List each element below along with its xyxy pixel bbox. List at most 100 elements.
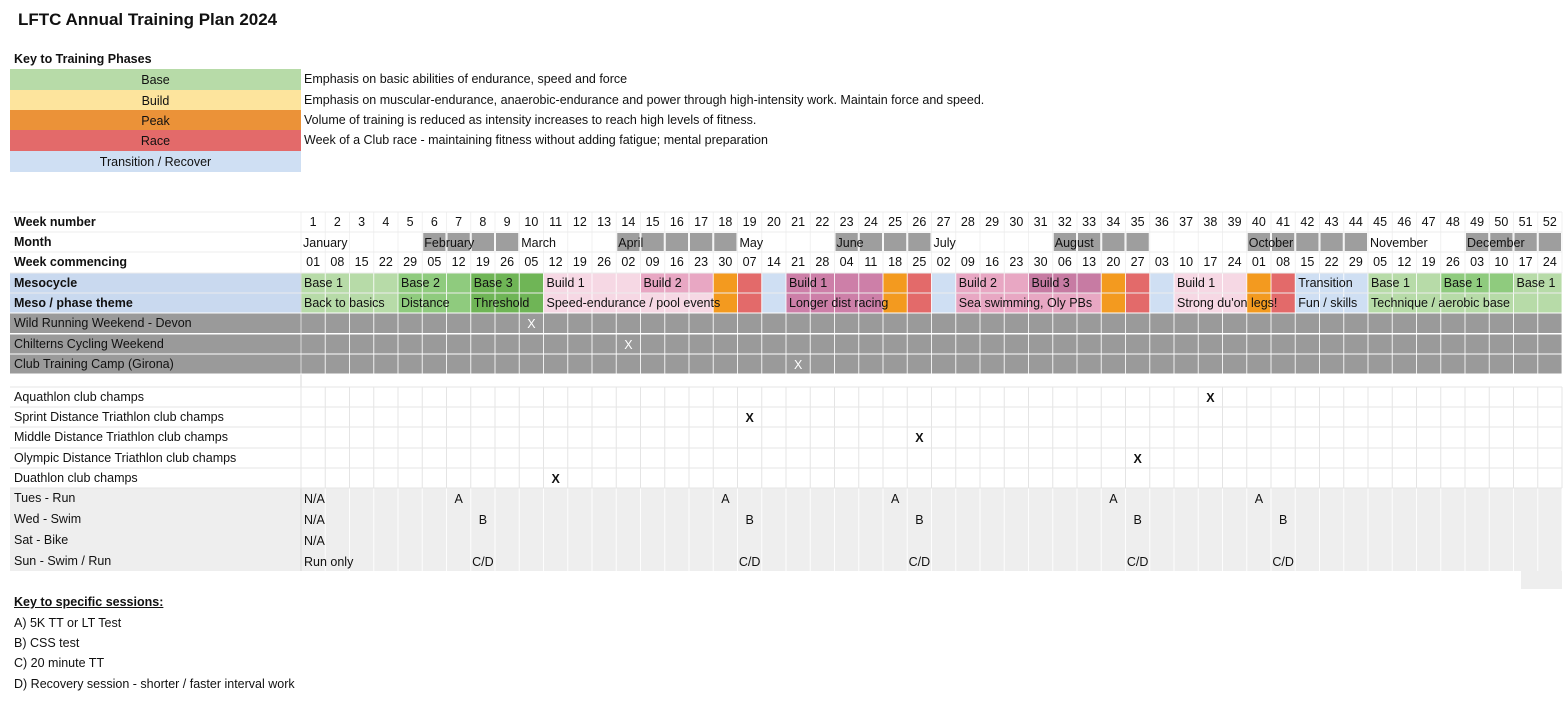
mesocycle-label: Build 3 — [1031, 276, 1070, 290]
week-commencing-cell: 05 — [427, 255, 442, 269]
session-test-mark: A — [721, 492, 730, 506]
week-number-cell: 24 — [863, 215, 878, 229]
mesocycle-label: Build 1 — [789, 276, 828, 290]
mesocycle-segment — [1149, 273, 1174, 293]
mesocycle-label: Build 2 — [958, 276, 997, 290]
week-number-cell: 6 — [430, 215, 438, 229]
theme-segment — [1125, 293, 1150, 313]
month-label: February — [424, 236, 475, 250]
session-key-item-d: D) Recovery session - shorter / faster i… — [14, 677, 295, 691]
month-shade-cell — [496, 233, 519, 251]
week-number-cell: 51 — [1518, 215, 1533, 229]
week-number-cell: 1 — [309, 215, 317, 229]
session-first-cell: Run only — [304, 555, 354, 569]
month-shade-cell — [641, 233, 664, 251]
row-label-champs: Sprint Distance Triathlon club champs — [14, 410, 224, 424]
week-number-cell: 15 — [645, 215, 660, 229]
mesocycle-label: Base 1 — [1443, 276, 1483, 290]
row-label-session: Sun - Swim / Run — [14, 554, 112, 568]
theme-label: Speed-endurance / pool events — [546, 296, 721, 310]
week-number-cell: 52 — [1542, 215, 1557, 229]
week-commencing-cell: 13 — [1082, 255, 1097, 269]
mesocycle-segment — [713, 273, 738, 293]
phase-key-row: Race Week of a Club race - maintaining fi… — [10, 130, 1310, 151]
week-number-cell: 33 — [1082, 215, 1097, 229]
session-first-cell: N/A — [304, 534, 325, 548]
month-label: October — [1248, 236, 1294, 250]
week-commencing-cell: 19 — [475, 255, 490, 269]
week-number-cell: 9 — [503, 215, 511, 229]
week-number-cell: 48 — [1445, 215, 1460, 229]
mesocycle-segment — [1125, 273, 1150, 293]
week-number-cell: 7 — [455, 215, 463, 229]
mesocycle-label: Build 2 — [643, 276, 682, 290]
week-commencing-cell: 26 — [500, 255, 515, 269]
week-number-cell: 32 — [1057, 215, 1072, 229]
club-event-mark: X — [793, 358, 803, 372]
row-label-champs: Aquathlon club champs — [14, 390, 144, 404]
mesocycle-segment — [907, 273, 932, 293]
month-label: August — [1054, 236, 1094, 250]
champs-mark: X — [1133, 452, 1142, 466]
session-test-mark: B — [915, 513, 924, 527]
phase-description: Emphasis on muscular-endurance, anaerobi… — [304, 93, 985, 107]
theme-label: Sea swimming, Oly PBs — [958, 296, 1093, 310]
phase-swatch: Base — [10, 69, 301, 90]
month-shade-cell — [1296, 233, 1319, 251]
mesocycle-label: Base 1 — [1371, 276, 1410, 290]
theme-label: Longer dist racing — [789, 296, 889, 310]
week-number-cell: 22 — [815, 215, 830, 229]
session-key-item-a: A) 5K TT or LT Test — [14, 616, 122, 630]
row-label-club-event: Wild Running Weekend - Devon — [14, 316, 192, 330]
week-commencing-cell: 16 — [669, 255, 684, 269]
session-key-title: Key to specific sessions: — [14, 595, 164, 609]
row-label-champs: Duathlon club champs — [14, 471, 138, 485]
theme-label: Back to basics — [304, 296, 385, 310]
month-label: January — [303, 236, 348, 250]
session-test-mark: C/D — [472, 555, 494, 569]
club-event-row-bg — [10, 313, 1562, 333]
week-number-cell: 35 — [1130, 215, 1145, 229]
week-number-cell: 14 — [621, 215, 636, 229]
week-number-cell: 30 — [1009, 215, 1024, 229]
month-label: July — [933, 236, 956, 250]
month-shade-cell — [1538, 233, 1561, 251]
week-commencing-cell: 28 — [815, 255, 830, 269]
month-shade-cell — [884, 233, 907, 251]
week-commencing-cell: 30 — [1033, 255, 1048, 269]
phase-swatch: Build — [10, 90, 301, 111]
week-commencing-cell: 22 — [1324, 255, 1339, 269]
week-commencing-cell: 21 — [791, 255, 806, 269]
session-key-item-c: C) 20 minute TT — [14, 656, 105, 670]
week-number-cell: 18 — [718, 215, 733, 229]
week-number-cell: 50 — [1494, 215, 1509, 229]
mesocycle-segment — [1271, 273, 1296, 293]
week-number-cell: 11 — [549, 215, 563, 229]
week-number-cell: 2 — [333, 215, 341, 229]
mesocycle-segment — [737, 273, 762, 293]
mesocycle-segment — [1246, 273, 1271, 293]
mesocycle-label: Base 1 — [304, 276, 343, 290]
week-number-cell: 21 — [791, 215, 806, 229]
mesocycle-label: Base 3 — [473, 276, 513, 290]
week-commencing-cell: 19 — [572, 255, 587, 269]
session-test-mark: B — [1133, 513, 1142, 527]
session-test-mark: C/D — [1126, 555, 1149, 569]
month-label: December — [1467, 236, 1525, 250]
week-commencing-cell: 12 — [451, 255, 466, 269]
week-commencing-cell: 11 — [864, 255, 878, 269]
session-rows-bg — [10, 488, 1562, 571]
month-label: November — [1370, 236, 1428, 250]
phase-key-row: Build Emphasis on muscular-endurance, ana… — [10, 90, 1310, 111]
phase-swatch: Race — [10, 130, 301, 151]
session-test-mark: C/D — [1272, 555, 1294, 569]
week-number-cell: 43 — [1324, 215, 1339, 229]
week-number-cell: 45 — [1373, 215, 1388, 229]
theme-segment — [737, 293, 762, 313]
week-number-cell: 25 — [888, 215, 903, 229]
session-test-mark: C/D — [908, 555, 931, 569]
theme-label: Distance — [401, 296, 450, 310]
row-label-club-event: Chilterns Cycling Weekend — [14, 337, 164, 351]
month-shade-cell — [690, 233, 713, 251]
week-commencing-cell: 27 — [1130, 255, 1145, 269]
